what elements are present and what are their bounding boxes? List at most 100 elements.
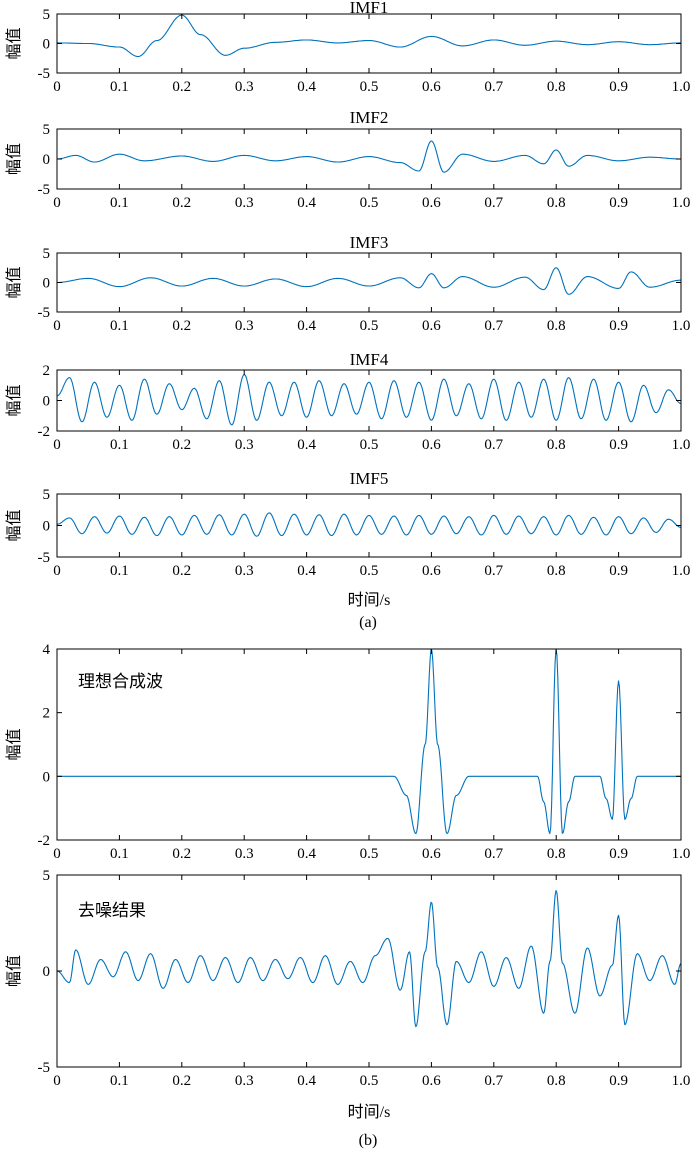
y-tick-label-ideal-0: -2 bbox=[38, 833, 51, 849]
x-tick-label-imf3-8: 0.8 bbox=[547, 318, 566, 334]
chart-title-imf3: IMF3 bbox=[350, 233, 389, 252]
x-tick-label-imf1-10: 1.0 bbox=[672, 79, 691, 95]
x-tick-label-ideal-0: 0 bbox=[53, 846, 61, 862]
series-line-ideal-0 bbox=[57, 648, 681, 835]
y-tick-label-denoised-2: 5 bbox=[43, 868, 51, 884]
y-tick-label-imf3-1: 0 bbox=[43, 276, 51, 292]
x-tick-label-imf4-8: 0.8 bbox=[547, 437, 566, 453]
x-tick-label-imf2-0: 0 bbox=[53, 195, 61, 211]
x-tick-label-denoised-1: 0.1 bbox=[110, 1073, 129, 1089]
y-tick-label-ideal-2: 2 bbox=[43, 706, 51, 722]
x-tick-label-ideal-4: 0.4 bbox=[297, 846, 316, 862]
x-tick-label-imf3-7: 0.7 bbox=[484, 318, 503, 334]
x-tick-label-imf4-3: 0.3 bbox=[235, 437, 254, 453]
y-tick-label-imf3-0: -5 bbox=[38, 305, 51, 321]
plot-frame-imf2 bbox=[56, 128, 682, 190]
x-tick-label-imf1-8: 0.8 bbox=[547, 79, 566, 95]
x-tick-label-imf5-5: 0.5 bbox=[360, 563, 379, 579]
plot-frame-imf3 bbox=[56, 252, 682, 313]
x-tick-label-imf5-2: 0.2 bbox=[172, 563, 191, 579]
x-tick-label-imf5-0: 0 bbox=[53, 563, 61, 579]
x-tick-label-imf1-2: 0.2 bbox=[172, 79, 191, 95]
y-tick-label-imf5-0: -5 bbox=[38, 550, 51, 566]
y-tick-label-imf2-1: 0 bbox=[43, 152, 51, 168]
y-tick-label-imf1-2: 5 bbox=[43, 7, 51, 23]
plot-frame-imf1 bbox=[56, 13, 682, 74]
series-line-imf2-0 bbox=[57, 140, 681, 173]
x-axis-label-imf5: 时间/s bbox=[348, 591, 391, 609]
x-tick-label-imf2-9: 0.9 bbox=[609, 195, 628, 211]
y-axis-label-ideal: 幅值 bbox=[4, 728, 23, 760]
y-tick-label-imf5-1: 0 bbox=[43, 519, 51, 535]
x-tick-label-imf3-5: 0.5 bbox=[360, 318, 379, 334]
y-tick-label-imf4-0: -2 bbox=[38, 424, 51, 440]
caption-a: (a) bbox=[359, 614, 377, 631]
x-tick-label-ideal-7: 0.7 bbox=[484, 846, 503, 862]
charts-layer: 0 0.1 0.2 0.3 0.4 0.5 0.6 0.7 0.8 0.9 1.0-505幅值IMF… bbox=[4, 0, 690, 1121]
series-line-imf5-0 bbox=[57, 512, 682, 537]
chart-imf5: 0 0.1 0.2 0.3 0.4 0.5 0.6 0.7 0.8 0.9 1.0-505幅值IMF… bbox=[4, 469, 690, 609]
x-tick-label-imf3-10: 1.0 bbox=[672, 318, 691, 334]
chart-title-imf5: IMF5 bbox=[350, 469, 389, 488]
x-tick-label-imf5-9: 0.9 bbox=[609, 563, 628, 579]
annotation-ideal: 理想合成波 bbox=[78, 672, 163, 692]
x-tick-label-denoised-7: 0.7 bbox=[484, 1073, 503, 1089]
caption-b: (b) bbox=[359, 1132, 378, 1149]
y-tick-label-imf2-2: 5 bbox=[43, 122, 51, 138]
x-tick-label-ideal-6: 0.6 bbox=[422, 846, 441, 862]
x-tick-label-imf2-1: 0.1 bbox=[110, 195, 129, 211]
x-tick-label-imf1-3: 0.3 bbox=[235, 79, 254, 95]
y-tick-label-ideal-1: 0 bbox=[43, 769, 51, 785]
x-tick-label-imf3-6: 0.6 bbox=[422, 318, 441, 334]
x-tick-label-imf4-1: 0.1 bbox=[110, 437, 129, 453]
x-tick-label-ideal-10: 1.0 bbox=[672, 846, 691, 862]
chart-ideal: 0 0.1 0.2 0.3 0.4 0.5 0.6 0.7 0.8 0.9 1.0-2024幅值理想… bbox=[4, 642, 690, 862]
x-tick-label-imf2-6: 0.6 bbox=[422, 195, 441, 211]
x-tick-label-imf2-8: 0.8 bbox=[547, 195, 566, 211]
y-tick-label-imf4-2: 2 bbox=[43, 363, 51, 379]
chart-title-imf2: IMF2 bbox=[350, 108, 389, 127]
x-tick-label-denoised-2: 0.2 bbox=[172, 1073, 191, 1089]
y-tick-label-imf1-1: 0 bbox=[43, 37, 51, 53]
y-axis-label-imf5: 幅值 bbox=[4, 509, 23, 541]
y-axis-label-imf3: 幅值 bbox=[4, 266, 23, 298]
x-tick-label-ideal-8: 0.8 bbox=[547, 846, 566, 862]
x-tick-label-imf2-3: 0.3 bbox=[235, 195, 254, 211]
x-tick-label-imf1-4: 0.4 bbox=[297, 79, 316, 95]
series-line-imf1-0 bbox=[57, 14, 681, 58]
y-tick-label-denoised-0: -5 bbox=[38, 1060, 51, 1076]
x-tick-label-imf4-4: 0.4 bbox=[297, 437, 316, 453]
x-tick-label-imf5-7: 0.7 bbox=[484, 563, 503, 579]
y-tick-label-imf2-0: -5 bbox=[38, 182, 51, 198]
y-axis-label-imf2: 幅值 bbox=[4, 143, 23, 175]
x-tick-label-imf4-5: 0.5 bbox=[360, 437, 379, 453]
x-tick-label-imf5-8: 0.8 bbox=[547, 563, 566, 579]
x-tick-label-denoised-8: 0.8 bbox=[547, 1073, 566, 1089]
chart-imf3: 0 0.1 0.2 0.3 0.4 0.5 0.6 0.7 0.8 0.9 1.0-505幅值IMF… bbox=[4, 233, 690, 334]
y-tick-label-imf3-2: 5 bbox=[43, 246, 51, 262]
x-tick-label-imf1-7: 0.7 bbox=[484, 79, 503, 95]
x-tick-label-imf1-9: 0.9 bbox=[609, 79, 628, 95]
x-tick-label-imf5-6: 0.6 bbox=[422, 563, 441, 579]
x-tick-label-imf3-9: 0.9 bbox=[609, 318, 628, 334]
x-tick-label-imf3-3: 0.3 bbox=[235, 318, 254, 334]
series-line-imf3-0 bbox=[57, 267, 682, 295]
x-tick-label-imf5-3: 0.3 bbox=[235, 563, 254, 579]
x-tick-label-imf2-10: 1.0 bbox=[672, 195, 691, 211]
y-tick-label-imf1-0: -5 bbox=[38, 66, 51, 82]
y-tick-label-imf4-1: 0 bbox=[43, 394, 51, 410]
y-tick-label-denoised-1: 0 bbox=[43, 964, 51, 980]
y-axis-label-denoised: 幅值 bbox=[4, 955, 23, 987]
y-axis-label-imf4: 幅值 bbox=[4, 384, 23, 416]
x-tick-label-denoised-6: 0.6 bbox=[422, 1073, 441, 1089]
x-tick-label-imf3-0: 0 bbox=[53, 318, 61, 334]
x-tick-label-denoised-10: 1.0 bbox=[672, 1073, 691, 1089]
x-tick-label-ideal-9: 0.9 bbox=[609, 846, 628, 862]
x-tick-label-ideal-2: 0.2 bbox=[172, 846, 191, 862]
x-tick-label-ideal-5: 0.5 bbox=[360, 846, 379, 862]
chart-imf1: 0 0.1 0.2 0.3 0.4 0.5 0.6 0.7 0.8 0.9 1.0-505幅值IMF… bbox=[4, 0, 690, 95]
x-tick-label-imf5-1: 0.1 bbox=[110, 563, 129, 579]
x-tick-label-denoised-9: 0.9 bbox=[609, 1073, 628, 1089]
x-tick-label-denoised-0: 0 bbox=[53, 1073, 61, 1089]
